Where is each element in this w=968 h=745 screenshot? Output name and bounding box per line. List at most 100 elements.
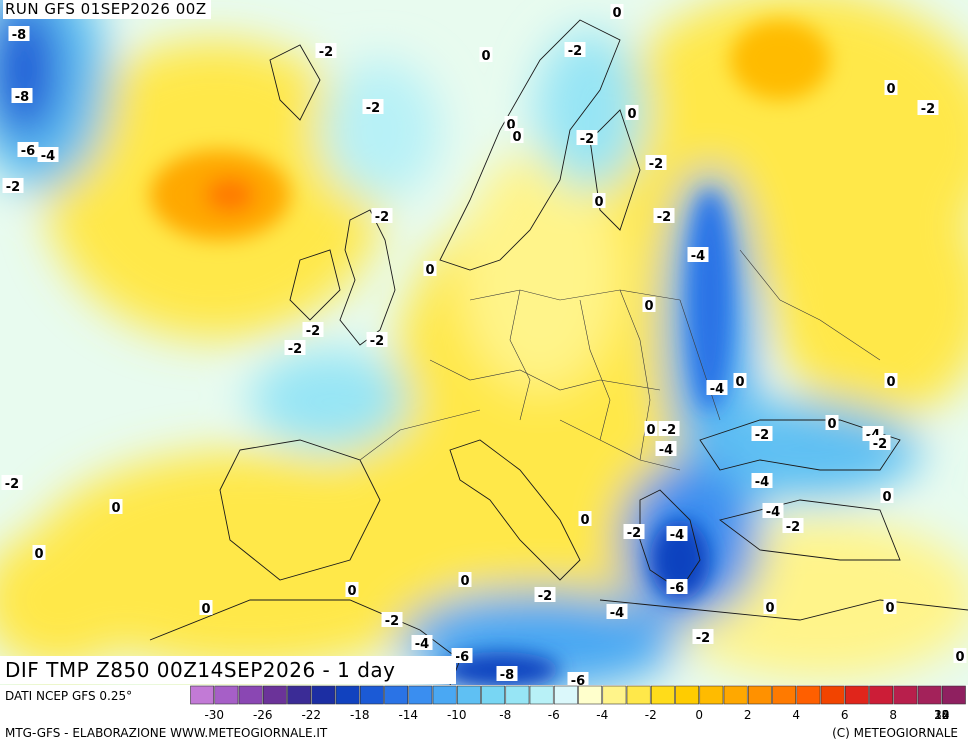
map-value-text: -8 — [12, 28, 26, 43]
legend-swatch — [262, 685, 287, 705]
map-value-label: -2 — [564, 42, 586, 59]
map-value-label: -2 — [917, 100, 939, 117]
map-value-text: 0 — [347, 584, 356, 599]
legend-tick-label: -26 — [253, 708, 273, 721]
legend-swatch — [311, 685, 336, 705]
map-value-label: 0 — [884, 373, 898, 390]
legend-swatch — [893, 685, 918, 705]
legend-tick-label: -10 — [447, 708, 467, 721]
map-value-label: 0 — [199, 600, 213, 617]
map-value-label: 0 — [763, 599, 777, 616]
legend-swatch — [699, 685, 724, 705]
map-value-label: 0 — [458, 572, 472, 589]
map-value-text: -2 — [696, 631, 710, 646]
coastlines — [149, 19, 968, 685]
map-value-text: -4 — [710, 382, 724, 397]
legend-tick-label: 14 — [934, 708, 949, 721]
map-value-text: -2 — [568, 44, 582, 59]
run-title: RUN GFS 01SEP2026 00Z — [3, 0, 211, 19]
legend-swatch — [505, 685, 530, 705]
map-value-text: -4 — [755, 475, 769, 490]
map-value-text: -8 — [500, 668, 514, 683]
map-value-text: 0 — [886, 375, 895, 390]
legend-swatch — [408, 685, 433, 705]
map-value-text: -4 — [766, 505, 780, 520]
legend-swatch — [432, 685, 457, 705]
map-value-text: 0 — [885, 601, 894, 616]
map-value-text: -2 — [921, 102, 935, 117]
legend-swatch — [650, 685, 675, 705]
legend-tick-label: 30 — [934, 708, 949, 721]
footer-credits: MTG-GFS - ELABORAZIONE WWW.METEOGIORNALE… — [5, 726, 328, 740]
legend-swatch — [287, 685, 312, 705]
map-value-label: -2 — [653, 208, 675, 225]
field-title: DIF TMP Z850 00Z14SEP2026 - 1 day — [0, 656, 456, 684]
map-value-label: 0 — [510, 128, 524, 145]
map-value-text: -2 — [580, 132, 594, 147]
legend-tick-label: 18 — [934, 708, 949, 721]
map-value-label: -4 — [411, 635, 433, 652]
map-value-text: -2 — [370, 334, 384, 349]
map-value-text: 0 — [594, 195, 603, 210]
legend-tick-label: -14 — [398, 708, 418, 721]
map-value-text: -2 — [627, 526, 641, 541]
map-value-label: -2 — [658, 421, 680, 438]
map-value-label: -2 — [645, 155, 667, 172]
legend-swatch — [238, 685, 263, 705]
legend-swatch — [335, 685, 360, 705]
map-value-label: 0 — [504, 116, 518, 133]
legend-swatch — [553, 685, 578, 705]
map-value-text: 0 — [34, 547, 43, 562]
map-value-text: 0 — [644, 299, 653, 314]
map-value-text: 0 — [580, 513, 589, 528]
legend-swatch — [917, 685, 942, 705]
map-value-label: 0 — [880, 488, 894, 505]
map-value-label: 0 — [825, 415, 839, 432]
map-value-text: -2 — [375, 210, 389, 225]
map-value-text: -2 — [657, 210, 671, 225]
legend-swatch — [675, 685, 700, 705]
map-value-label: 0 — [953, 648, 967, 665]
legend-tick-label: 10 — [934, 708, 949, 721]
legend-swatch — [359, 685, 384, 705]
map-value-label: -2 — [782, 518, 804, 535]
map-value-label: -2 — [1, 475, 23, 492]
legend-tick-label: 4 — [792, 708, 800, 721]
map-value-text: -4 — [41, 149, 55, 164]
map-value-text: -6 — [571, 674, 585, 685]
footer-copyright: (C) METEOGIORNALE — [832, 726, 958, 740]
map-value-text: -2 — [786, 520, 800, 535]
data-source: DATI NCEP GFS 0.25° — [5, 689, 133, 703]
map-value-label: -6 — [451, 648, 473, 665]
map-value-text: -2 — [5, 477, 19, 492]
map-value-label: -2 — [576, 130, 598, 147]
map-value-text: -4 — [415, 637, 429, 652]
map-value-text: 0 — [512, 130, 521, 145]
legend-tick-label: -22 — [301, 708, 321, 721]
country-borders — [359, 249, 881, 471]
map-value-label: -4 — [655, 441, 677, 458]
legend-swatch — [384, 685, 409, 705]
map-value-text: 0 — [425, 263, 434, 278]
map-value-text: -2 — [538, 589, 552, 604]
map-value-text: 0 — [111, 501, 120, 516]
legend-tick-label: 22 — [934, 708, 949, 721]
map-value-label: 0 — [610, 4, 624, 21]
map-value-label: 0 — [625, 105, 639, 122]
legend-tick-label: -18 — [350, 708, 370, 721]
legend-tick-label: 6 — [841, 708, 849, 721]
map-value-text: 0 — [765, 601, 774, 616]
legend-swatch — [529, 685, 554, 705]
legend-swatch — [214, 685, 239, 705]
legend-swatch — [626, 685, 651, 705]
map-value-label: -2 — [2, 178, 24, 195]
legend-tick-label: -8 — [499, 708, 511, 721]
footer-panel: DATI NCEP GFS 0.25° -30 -26 -22 -18 -14 -10 -8… — [0, 685, 968, 745]
map-value-label: -4 — [666, 526, 688, 543]
map-value-label: -2 — [534, 587, 556, 604]
map-value-label: -4 — [762, 503, 784, 520]
map-value-label: -6 — [666, 579, 688, 596]
map-value-text: 0 — [955, 650, 964, 665]
legend-swatch — [796, 685, 821, 705]
